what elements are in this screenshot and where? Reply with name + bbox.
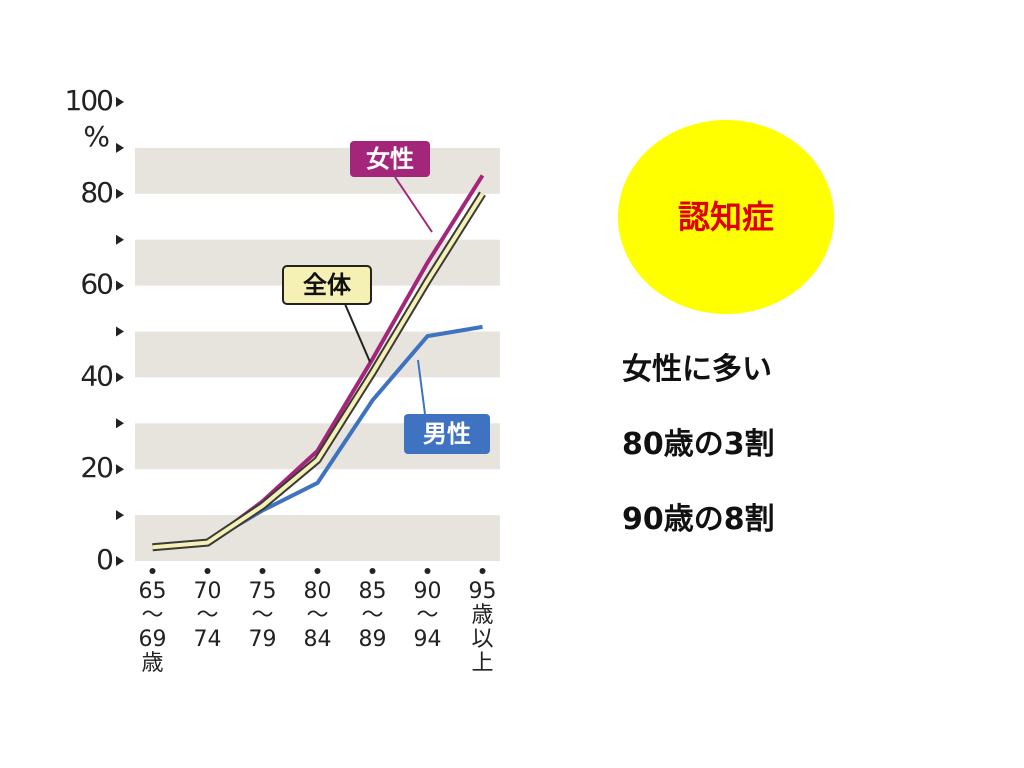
point: 女性に多い <box>622 352 772 387</box>
tick-mark <box>116 418 124 429</box>
y-unit: % <box>83 120 109 153</box>
y-tick-label: 40 <box>80 359 112 392</box>
y-tick-label: 20 <box>80 451 112 484</box>
legend-label: 男性 <box>423 420 471 448</box>
callout-leader <box>344 303 371 363</box>
grid-band <box>135 147 500 194</box>
x-tick-label: 95 歳 以上 <box>468 579 497 676</box>
x-tick-label: 90 〜 94 <box>413 579 442 652</box>
x-tick-label: 70 〜 74 <box>193 579 222 652</box>
x-tick-dot <box>479 568 486 574</box>
badge-text: 認知症 <box>678 198 774 236</box>
grid-band <box>135 331 500 378</box>
tick-mark <box>116 326 124 337</box>
tick-mark <box>116 234 124 245</box>
y-tick-label: 60 <box>80 268 112 301</box>
point: 90歳の8割 <box>622 502 775 537</box>
callout-leader <box>417 359 426 415</box>
point: 80歳の3割 <box>622 427 775 462</box>
tick-mark <box>116 556 124 566</box>
tick-mark <box>116 188 124 199</box>
x-tick-dot <box>204 568 211 574</box>
legend-box <box>350 141 430 177</box>
legend-label: 女性 <box>366 145 414 173</box>
y-tick-label: 80 <box>80 176 112 209</box>
tick-mark <box>116 372 124 383</box>
badge-circle <box>618 120 834 314</box>
legend-box <box>282 265 372 305</box>
legend-box <box>404 414 490 454</box>
x-tick-label: 75 〜 79 <box>248 579 277 652</box>
tick-mark <box>116 97 124 107</box>
x-tick-dot <box>369 568 376 574</box>
x-tick-label: 85 〜 89 <box>358 579 387 652</box>
y-tick-label: 100 <box>65 84 113 117</box>
tick-mark <box>116 510 124 521</box>
x-tick-dot <box>259 568 266 574</box>
x-tick-dot <box>149 568 156 574</box>
grid-band <box>135 515 500 561</box>
x-tick-label: 65 〜 69 歳 <box>138 579 167 676</box>
callout-leader <box>394 176 433 233</box>
tick-mark <box>116 142 124 153</box>
y-tick-label: 0 <box>96 543 112 576</box>
tick-mark <box>116 280 124 291</box>
tick-mark <box>116 464 124 475</box>
x-tick-dot <box>314 568 321 574</box>
series-line <box>152 192 485 550</box>
legend-label: 全体 <box>303 271 352 299</box>
x-tick-dot <box>424 568 431 574</box>
x-tick-label: 80 〜 84 <box>303 579 332 652</box>
